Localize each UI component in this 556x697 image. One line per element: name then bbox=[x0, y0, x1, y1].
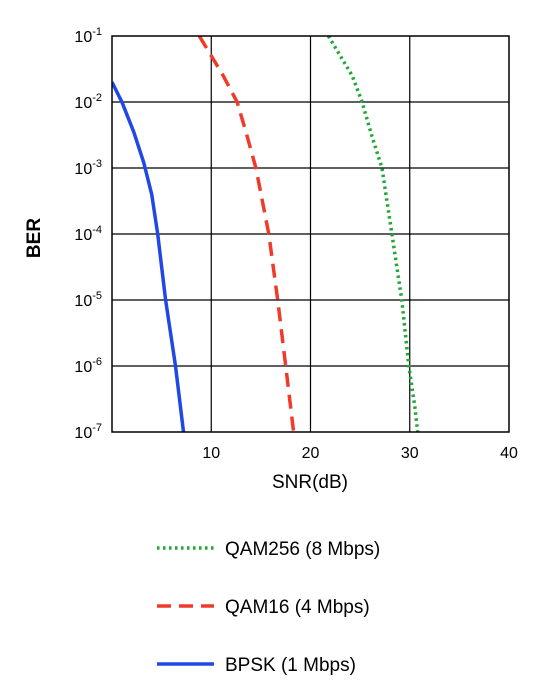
gridlines bbox=[112, 36, 509, 432]
x-axis-title: SNR(dB) bbox=[272, 472, 348, 493]
y-tick-label: 10-3 bbox=[74, 158, 102, 178]
x-tick-labels: 10 20 30 40 bbox=[202, 445, 518, 462]
x-tick-label: 20 bbox=[302, 445, 320, 462]
y-axis-title: BER bbox=[24, 218, 45, 258]
series-line-3 bbox=[112, 81, 186, 432]
x-tick-label: 40 bbox=[500, 445, 518, 462]
plot-frame bbox=[111, 35, 510, 433]
y-tick-labels: 10-1 10-2 10-3 10-4 10-5 10-6 10-7 bbox=[74, 26, 102, 442]
legend: QAM256 (8 Mbps) QAM16 (4 Mbps) BPSK (1 Mbp… bbox=[157, 539, 380, 676]
y-tick-label: 10-2 bbox=[74, 92, 102, 112]
legend-label: QAM256 (8 Mbps) bbox=[225, 539, 380, 560]
legend-label: QAM16 (4 Mbps) bbox=[225, 597, 370, 618]
series-line-2 bbox=[197, 36, 296, 432]
y-tick-label: 10-4 bbox=[74, 224, 102, 244]
series-layer bbox=[112, 36, 420, 432]
y-tick-label: 10-1 bbox=[74, 26, 102, 46]
x-tick-label: 10 bbox=[202, 445, 220, 462]
y-tick-label: 10-5 bbox=[74, 290, 102, 310]
y-tick-label: 10-6 bbox=[74, 356, 102, 376]
x-tick-label: 30 bbox=[401, 445, 419, 462]
y-tick-label: 10-7 bbox=[74, 422, 102, 442]
legend-label: BPSK (1 Mbps) bbox=[225, 655, 356, 676]
